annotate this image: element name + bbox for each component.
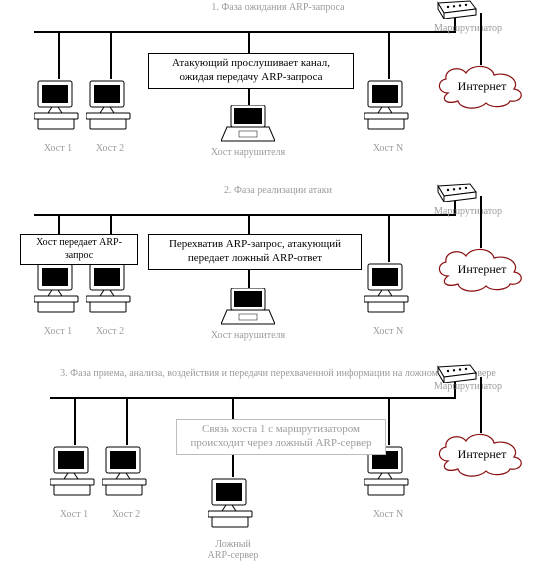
router-cloud-link xyxy=(480,377,482,433)
cloud-label: Интернет xyxy=(434,79,530,94)
panel2-bus xyxy=(34,214,456,216)
drop-line xyxy=(388,397,390,445)
host2-label: Хост 2 xyxy=(86,143,134,154)
router-label: Маршрутизатор xyxy=(420,381,516,392)
attacker-label: Хост нарушителя xyxy=(198,330,298,341)
router-cloud-link xyxy=(480,13,482,65)
drop-line xyxy=(74,397,76,445)
drop-line xyxy=(126,397,128,445)
host-icon xyxy=(34,262,82,322)
cloud-label: Интернет xyxy=(434,447,530,462)
router-label: Маршрутизатор xyxy=(420,23,516,34)
hostN-label: Хост N xyxy=(364,143,412,154)
hostN-label: Хост N xyxy=(364,326,412,337)
hostN-label: Хост N xyxy=(364,509,412,520)
panel1-network: Хост 1 Хост 2 Хост нарушителя Хост N Мар… xyxy=(0,17,556,187)
host1-label: Хост 1 xyxy=(34,326,82,337)
attacker-laptop-icon xyxy=(221,288,275,328)
router-icon xyxy=(434,359,478,383)
cloud-label: Интернет xyxy=(434,262,530,277)
attacker-laptop-icon xyxy=(221,105,275,145)
drop-line xyxy=(388,31,390,79)
drop-line xyxy=(58,31,60,79)
host-icon xyxy=(34,79,82,139)
host-icon xyxy=(364,262,412,322)
host1-label: Хост 1 xyxy=(50,509,98,520)
fake-arp-label: Ложный ARP-сервер xyxy=(188,539,278,561)
host-icon xyxy=(86,262,134,322)
router-icon xyxy=(434,178,478,202)
fake-arp-server-icon xyxy=(208,477,256,537)
host-icon xyxy=(86,79,134,139)
host-icon xyxy=(50,445,98,505)
router-icon xyxy=(434,0,478,19)
panel2-callout-left: Хост передает ARP-запрос xyxy=(20,234,138,265)
panel3-bus xyxy=(50,397,456,399)
router-cloud-link xyxy=(480,196,482,248)
router-label: Маршрутизатор xyxy=(420,206,516,217)
drop-line xyxy=(388,214,390,262)
panel1-bus xyxy=(34,31,456,33)
panel3-network: Хост 1 Хост 2 Ложный ARP-сервер Хост N М… xyxy=(0,383,556,553)
drop-line xyxy=(110,31,112,79)
panel1-callout: Атакующий прослушивает канал, ожидая пер… xyxy=(148,53,354,89)
host2-label: Хост 2 xyxy=(102,509,150,520)
host-icon xyxy=(102,445,150,505)
attacker-label: Хост нарушителя xyxy=(198,147,298,158)
host1-label: Хост 1 xyxy=(34,143,82,154)
host-icon xyxy=(364,79,412,139)
panel2-callout-main: Перехватив ARP-запрос, атакующий передае… xyxy=(148,234,362,270)
host2-label: Хост 2 xyxy=(86,326,134,337)
panel3-callout: Связь хоста 1 с маршрутизатором происход… xyxy=(176,419,386,455)
panel2-network: Хост 1 Хост 2 Хост нарушителя Хост N Мар… xyxy=(0,200,556,370)
